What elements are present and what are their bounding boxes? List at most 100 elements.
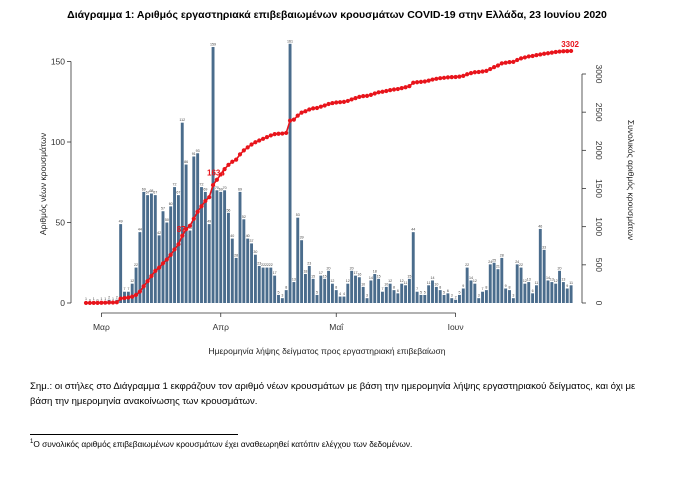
cumulative-point	[180, 233, 185, 238]
bar	[531, 293, 535, 303]
bar	[446, 293, 450, 303]
bar	[473, 283, 477, 303]
x-tick-label: Μαΐ	[329, 322, 344, 332]
bar	[508, 290, 511, 303]
bar-value-label: 15	[311, 274, 315, 278]
cumulative-point	[295, 113, 300, 118]
bar-value-label: 8	[335, 286, 337, 290]
cumulative-point	[249, 142, 254, 147]
bar	[319, 275, 323, 303]
cumulative-point	[253, 140, 258, 145]
bar-value-label: 161	[287, 39, 293, 43]
bar-value-label: 12	[130, 279, 134, 283]
bar-value-label: 159	[210, 43, 216, 47]
y2-tick-label: 2000	[594, 141, 604, 160]
cumulative-point	[391, 87, 397, 92]
cumulative-point	[199, 204, 204, 209]
bar-value-label: 86	[184, 160, 188, 164]
bar-value-label: 7	[482, 287, 484, 291]
bar-value-label: 69	[219, 187, 223, 191]
bar-value-label: 9	[566, 284, 568, 288]
cumulative-point	[164, 257, 169, 262]
bar	[438, 290, 442, 303]
cumulative-point	[376, 90, 381, 95]
bar-value-label: 40	[230, 234, 234, 238]
cumulative-point	[468, 71, 474, 76]
bar-value-label: 6	[447, 289, 449, 293]
bar	[354, 275, 357, 303]
bar-value-label: 25	[492, 258, 496, 262]
cumulative-point	[222, 167, 227, 172]
bar	[500, 257, 504, 303]
y-tick-label: 0	[60, 298, 65, 308]
y2-tick-label: 1500	[594, 179, 604, 198]
bar-value-label: 5	[458, 290, 460, 294]
bar-value-label: 37	[250, 239, 254, 243]
cumulative-point	[449, 75, 454, 80]
bar	[211, 47, 215, 304]
chart-title: Διάγραμμα 1: Αριθμός εργαστηριακά επιβεβ…	[67, 9, 607, 21]
bar	[296, 217, 300, 303]
bar-value-label: 15	[377, 274, 381, 278]
x-tick-label: Ιουν	[448, 322, 464, 332]
y-tick-label: 50	[56, 218, 66, 228]
bar	[527, 282, 531, 303]
bar	[323, 278, 327, 303]
cumulative-point	[465, 72, 470, 77]
cumulative-point	[461, 73, 466, 79]
cumulative-point	[330, 100, 335, 106]
chart-note: Σημ.: οι στήλες στο Διάγραμμα 1 εκφράζου…	[30, 381, 636, 407]
bar-value-label: 3	[451, 294, 453, 298]
bar	[219, 191, 223, 303]
bar	[434, 286, 438, 303]
bar-value-label: 14	[469, 276, 473, 280]
bar	[134, 267, 138, 303]
bar-value-label: 53	[296, 213, 300, 217]
bar-value-label: 23	[307, 261, 311, 265]
bar	[273, 275, 277, 303]
bar-value-label: 56	[226, 208, 230, 212]
bar-value-label: 2	[116, 295, 118, 299]
cumulative-point	[276, 131, 281, 136]
bar-value-label: 9	[462, 284, 464, 288]
bar	[396, 293, 400, 303]
bar-value-label: 22	[269, 263, 273, 267]
bar-value-label: 5	[424, 290, 426, 294]
cumulative-point	[257, 138, 262, 143]
bar-value-label: 20	[558, 266, 562, 270]
bar	[242, 219, 246, 303]
cumulative-point	[184, 227, 189, 232]
bar	[373, 274, 377, 303]
x-axis-title: Ημερομηνία λήψης δείγματος προς εργαστηρ…	[208, 346, 445, 356]
bar-value-label: 15	[407, 274, 411, 278]
bar	[419, 294, 423, 303]
bar	[165, 222, 169, 303]
bar	[538, 228, 542, 303]
bar-value-label: 91	[192, 152, 196, 156]
bar	[338, 296, 342, 303]
cumulative-point	[488, 66, 493, 72]
bar	[130, 283, 134, 303]
bar	[327, 270, 330, 303]
bar	[315, 294, 319, 303]
bar-value-label: 52	[242, 215, 246, 219]
bar	[377, 278, 381, 303]
bar	[238, 191, 242, 303]
bar-value-label: 7	[416, 287, 418, 291]
cumulative-point	[87, 300, 92, 306]
cumulative-point	[114, 300, 119, 305]
bar	[200, 187, 203, 303]
cumulative-point	[518, 56, 524, 61]
bar-value-label: 7	[124, 287, 126, 291]
bar	[284, 290, 288, 303]
bar	[384, 286, 388, 303]
cumulative-point	[349, 97, 354, 102]
bar-value-label: 11	[404, 281, 408, 285]
bar	[234, 257, 238, 303]
bar	[261, 267, 265, 303]
cumulative-point	[91, 300, 96, 305]
cumulative-point	[530, 53, 535, 59]
bar-value-label: 11	[535, 281, 539, 285]
bar	[223, 190, 227, 303]
